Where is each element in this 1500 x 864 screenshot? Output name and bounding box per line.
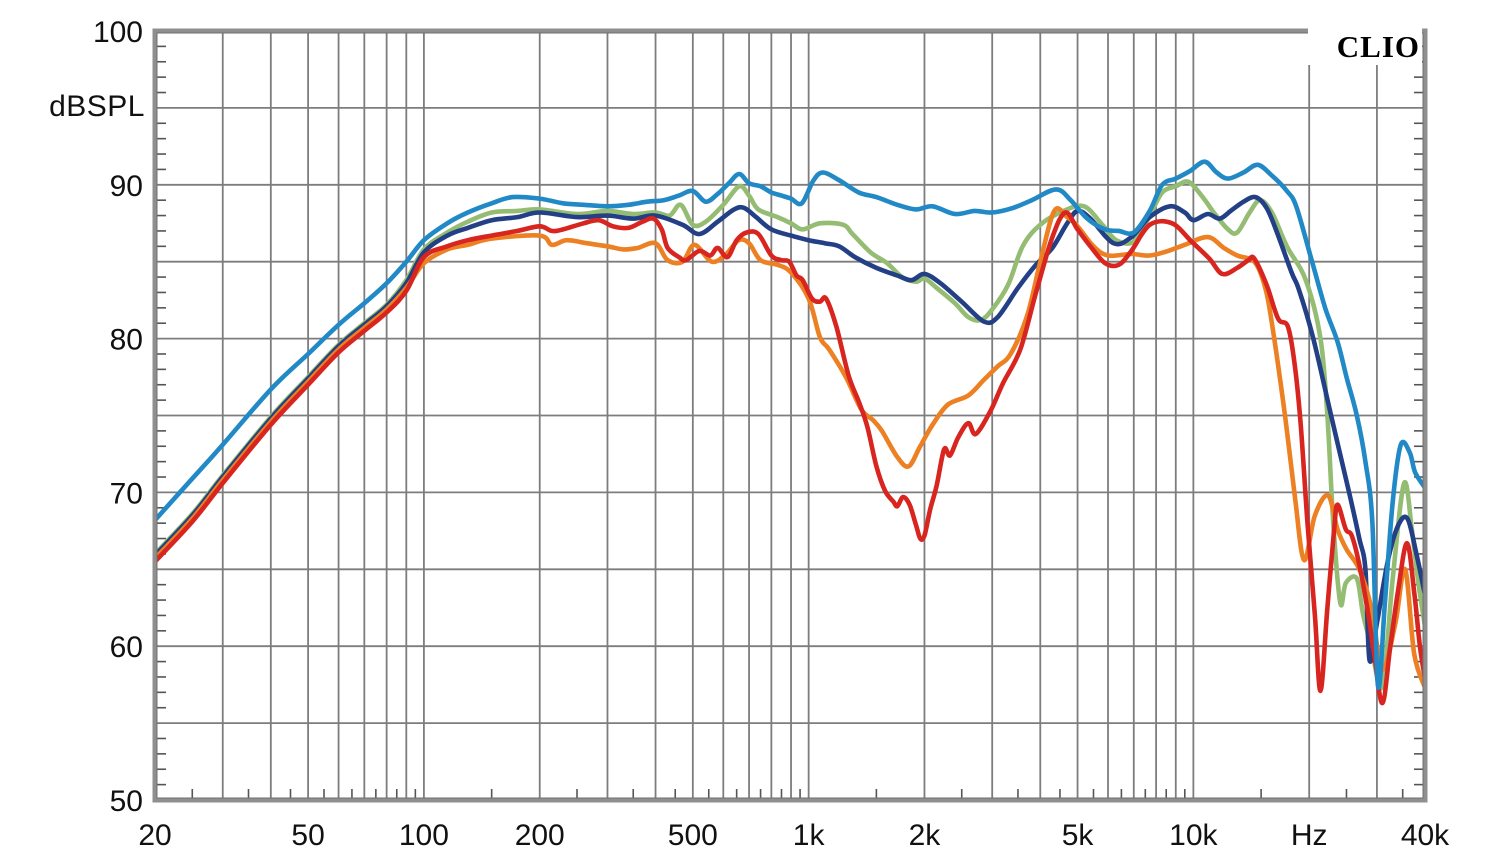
svg-text:Hz: Hz [1291,819,1328,852]
svg-text:70: 70 [110,477,143,510]
light-blue-curve [152,159,1428,691]
svg-text:50: 50 [291,819,324,852]
svg-text:500: 500 [668,819,718,852]
plot-frame [152,28,1428,803]
svg-text:50: 50 [110,785,143,818]
y-tick-labels: 100 90 80 70 60 50 [93,16,143,818]
svg-text:10k: 10k [1169,819,1218,852]
svg-text:1k: 1k [793,819,826,852]
svg-text:100: 100 [399,819,449,852]
x-tick-labels: 20 50 100 200 500 1k 2k 5k 10k Hz 40k [138,819,1450,852]
svg-text:60: 60 [110,631,143,664]
svg-text:200: 200 [515,819,565,852]
dark-blue-curve [152,194,1428,664]
red-curve [152,210,1428,706]
green-curve [152,179,1428,691]
gridlines [155,31,1425,800]
svg-text:40k: 40k [1401,819,1450,852]
minor-ticks [156,45,1424,799]
svg-text:90: 90 [110,170,143,203]
svg-text:5k: 5k [1062,819,1095,852]
curves [152,159,1428,706]
y-axis-title: dBSPL [49,90,145,123]
orange-curve [152,206,1428,690]
svg-text:80: 80 [110,324,143,357]
plot-frame-inner [156,32,1424,799]
svg-text:2k: 2k [909,819,942,852]
svg-text:100: 100 [93,16,143,49]
clio-logo: CLIO [1308,28,1422,65]
svg-text:20: 20 [138,819,171,852]
